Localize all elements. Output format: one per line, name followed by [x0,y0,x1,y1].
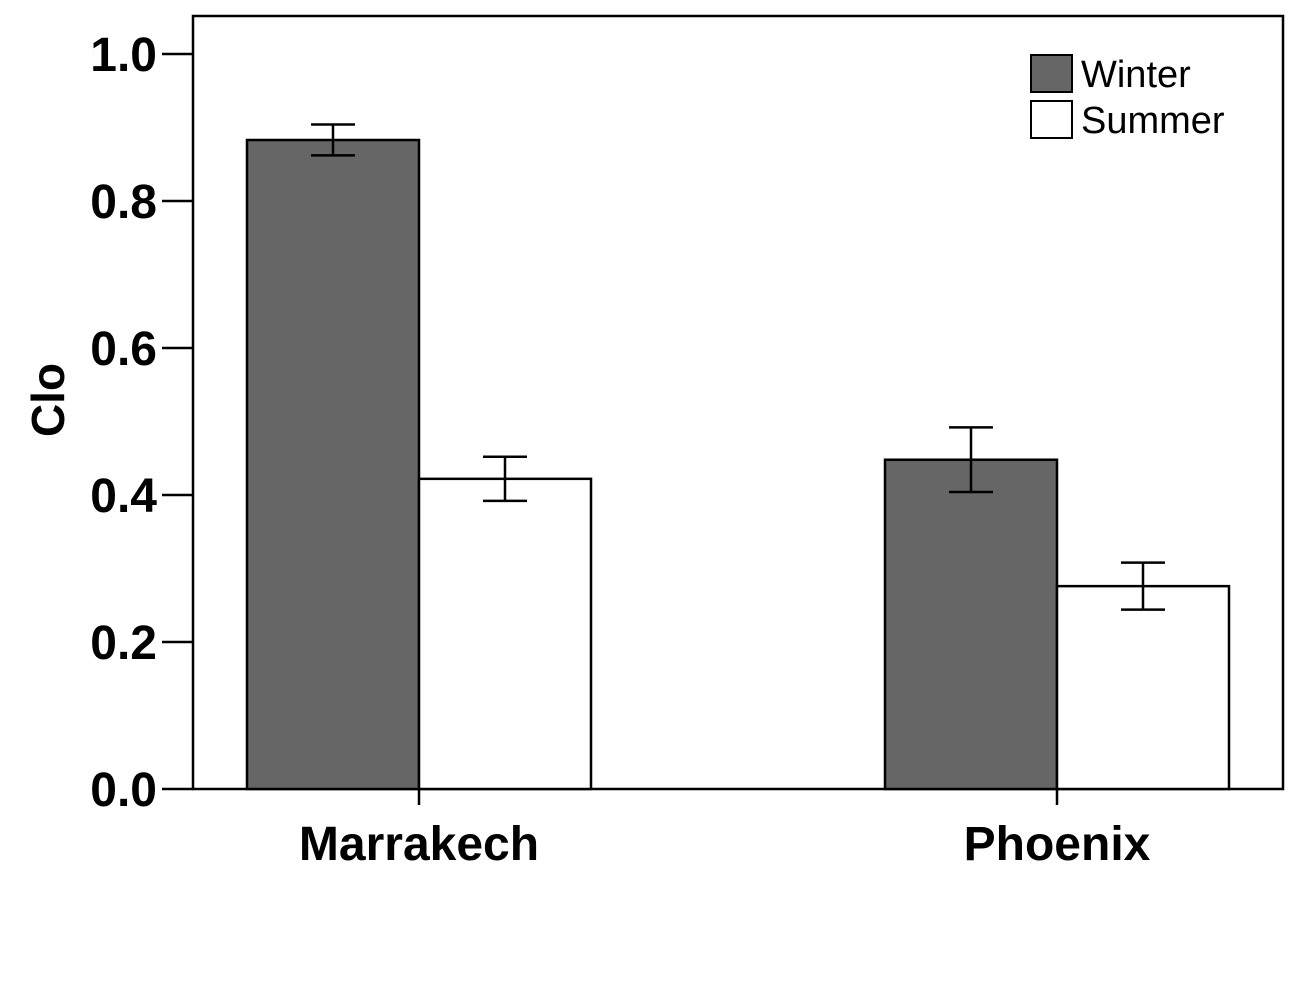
y-tick-label: 1.0 [90,29,157,82]
y-axis: 0.0 0.2 0.4 0.6 0.8 1.0 [90,29,193,817]
legend-swatch-winter [1030,54,1073,93]
x-category-label: Phoenix [964,818,1151,871]
legend-swatch-summer [1030,100,1073,139]
y-axis-title: Clo [22,363,74,437]
bar-summer-phoenix [1055,584,1231,791]
bar-summer-marrakech [417,477,593,791]
legend-label-summer: Summer [1081,100,1225,142]
bar-winter-marrakech [245,138,421,791]
error-bars-group [311,123,1165,611]
legend-label-winter: Winter [1081,54,1191,96]
y-tick-label: 0.6 [90,323,157,376]
y-tick-label: 0.2 [90,617,157,670]
y-tick-label: 0.8 [90,176,157,229]
error-bar-summer-marrakech [483,455,527,503]
x-category-label: Marrakech [299,818,539,871]
x-axis: Marrakech Phoenix [299,789,1151,871]
y-tick-label: 0.0 [90,764,157,817]
error-bar-winter-phoenix [949,426,993,494]
error-bar-winter-marrakech [311,123,355,157]
y-tick-label: 0.4 [90,470,157,523]
bar-winter-phoenix [883,458,1059,791]
error-bar-summer-phoenix [1121,561,1165,611]
